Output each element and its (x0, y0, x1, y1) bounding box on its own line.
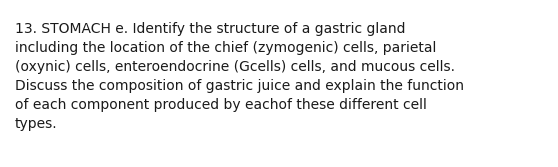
Text: 13. STOMACH e. Identify the structure of a gastric gland
including the location : 13. STOMACH e. Identify the structure of… (15, 22, 464, 131)
